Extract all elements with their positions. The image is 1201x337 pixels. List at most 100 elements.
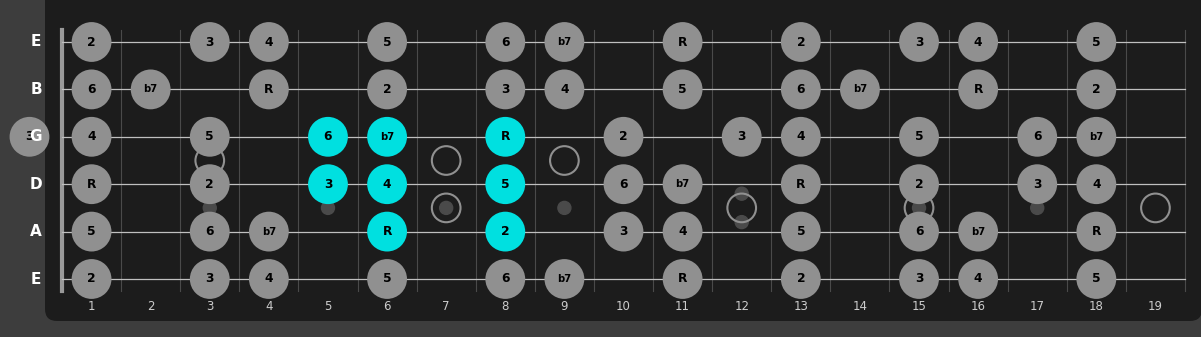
Text: 12: 12 bbox=[734, 301, 749, 313]
Text: 10: 10 bbox=[616, 301, 631, 313]
Circle shape bbox=[1017, 164, 1057, 204]
Text: 11: 11 bbox=[675, 301, 691, 313]
Circle shape bbox=[485, 22, 525, 62]
Text: 4: 4 bbox=[265, 301, 273, 313]
Text: 6: 6 bbox=[383, 301, 390, 313]
Text: 14: 14 bbox=[853, 301, 867, 313]
FancyBboxPatch shape bbox=[44, 0, 1201, 321]
Text: 6: 6 bbox=[205, 225, 214, 238]
Circle shape bbox=[368, 259, 407, 299]
Circle shape bbox=[249, 212, 288, 251]
Text: 4: 4 bbox=[264, 273, 273, 285]
Circle shape bbox=[900, 22, 939, 62]
Circle shape bbox=[1076, 22, 1116, 62]
Text: 3: 3 bbox=[915, 273, 924, 285]
Circle shape bbox=[781, 69, 820, 109]
Circle shape bbox=[1076, 164, 1116, 204]
Circle shape bbox=[781, 212, 820, 251]
Text: 16: 16 bbox=[970, 301, 986, 313]
Text: R: R bbox=[677, 273, 687, 285]
Text: 4: 4 bbox=[383, 178, 392, 191]
Text: 18: 18 bbox=[1089, 301, 1104, 313]
Text: 5: 5 bbox=[205, 130, 214, 143]
Text: 4: 4 bbox=[88, 130, 96, 143]
Text: 5: 5 bbox=[1092, 35, 1100, 49]
Text: b7: b7 bbox=[262, 226, 276, 237]
Circle shape bbox=[72, 212, 112, 251]
Text: 3: 3 bbox=[205, 273, 214, 285]
Text: 5: 5 bbox=[88, 225, 96, 238]
Text: 5: 5 bbox=[1092, 273, 1100, 285]
Circle shape bbox=[485, 117, 525, 157]
Text: 2: 2 bbox=[383, 83, 392, 96]
Circle shape bbox=[1076, 69, 1116, 109]
Circle shape bbox=[839, 69, 880, 109]
Circle shape bbox=[604, 117, 644, 157]
Text: 2: 2 bbox=[796, 35, 805, 49]
Text: 3: 3 bbox=[205, 35, 214, 49]
Text: R: R bbox=[974, 83, 982, 96]
Text: 3: 3 bbox=[501, 83, 509, 96]
Circle shape bbox=[1030, 202, 1044, 214]
Circle shape bbox=[781, 22, 820, 62]
Text: 17: 17 bbox=[1029, 301, 1045, 313]
Text: R: R bbox=[86, 178, 96, 191]
Text: 2: 2 bbox=[620, 130, 628, 143]
Text: 13: 13 bbox=[794, 301, 808, 313]
Text: 4: 4 bbox=[974, 35, 982, 49]
Text: 3: 3 bbox=[1033, 178, 1041, 191]
Circle shape bbox=[735, 216, 748, 228]
Text: b7: b7 bbox=[144, 84, 157, 94]
Text: 1: 1 bbox=[88, 301, 95, 313]
Circle shape bbox=[663, 22, 703, 62]
Text: D: D bbox=[30, 177, 42, 192]
Text: 3: 3 bbox=[207, 301, 214, 313]
Text: 6: 6 bbox=[501, 273, 509, 285]
Text: R: R bbox=[1092, 225, 1101, 238]
Circle shape bbox=[913, 202, 926, 214]
Circle shape bbox=[190, 164, 229, 204]
Circle shape bbox=[249, 22, 288, 62]
Text: 7: 7 bbox=[442, 301, 450, 313]
Text: 19: 19 bbox=[1148, 301, 1163, 313]
Text: 4: 4 bbox=[560, 83, 568, 96]
Circle shape bbox=[440, 202, 453, 214]
Circle shape bbox=[781, 164, 820, 204]
Text: 3: 3 bbox=[737, 130, 746, 143]
Circle shape bbox=[72, 22, 112, 62]
Text: E: E bbox=[31, 34, 41, 50]
Circle shape bbox=[958, 259, 998, 299]
Text: 5: 5 bbox=[383, 273, 392, 285]
Circle shape bbox=[368, 69, 407, 109]
Text: 5: 5 bbox=[383, 35, 392, 49]
Circle shape bbox=[190, 117, 229, 157]
Circle shape bbox=[900, 259, 939, 299]
Text: 3: 3 bbox=[915, 35, 924, 49]
Text: 6: 6 bbox=[324, 130, 333, 143]
Text: A: A bbox=[30, 224, 42, 239]
Text: 3: 3 bbox=[620, 225, 628, 238]
Text: 2: 2 bbox=[88, 273, 96, 285]
Text: b7: b7 bbox=[853, 84, 867, 94]
Circle shape bbox=[900, 164, 939, 204]
Text: 2: 2 bbox=[796, 273, 805, 285]
Circle shape bbox=[190, 212, 229, 251]
Text: b7: b7 bbox=[557, 37, 572, 47]
Circle shape bbox=[72, 69, 112, 109]
Circle shape bbox=[663, 212, 703, 251]
Circle shape bbox=[781, 117, 820, 157]
Circle shape bbox=[249, 69, 288, 109]
Circle shape bbox=[1076, 117, 1116, 157]
Text: 4: 4 bbox=[974, 273, 982, 285]
Text: R: R bbox=[677, 35, 687, 49]
Circle shape bbox=[604, 212, 644, 251]
Circle shape bbox=[1017, 117, 1057, 157]
Text: R: R bbox=[796, 178, 806, 191]
Text: 5: 5 bbox=[679, 83, 687, 96]
Text: R: R bbox=[264, 83, 274, 96]
Text: G: G bbox=[30, 129, 42, 144]
Text: b7: b7 bbox=[1089, 132, 1104, 142]
Circle shape bbox=[663, 69, 703, 109]
Text: 4: 4 bbox=[796, 130, 805, 143]
Circle shape bbox=[368, 22, 407, 62]
